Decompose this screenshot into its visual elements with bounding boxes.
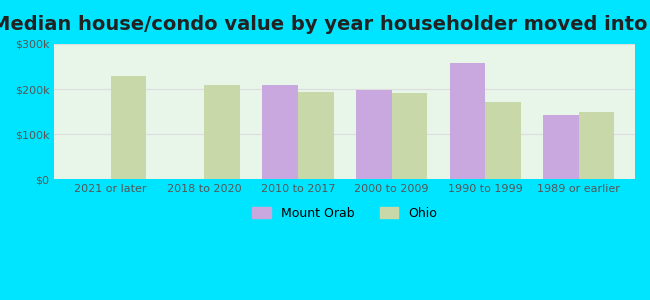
Legend: Mount Orab, Ohio: Mount Orab, Ohio (247, 202, 442, 225)
Title: Median house/condo value by year householder moved into unit: Median house/condo value by year househo… (0, 15, 650, 34)
Bar (263, 85, 298, 179)
Bar (450, 63, 485, 179)
Bar (578, 112, 614, 179)
Bar (391, 93, 427, 179)
Bar (111, 76, 146, 179)
Bar (543, 115, 578, 179)
Bar (356, 90, 391, 179)
Bar (298, 92, 333, 179)
Bar (485, 102, 521, 179)
Bar (204, 85, 240, 179)
